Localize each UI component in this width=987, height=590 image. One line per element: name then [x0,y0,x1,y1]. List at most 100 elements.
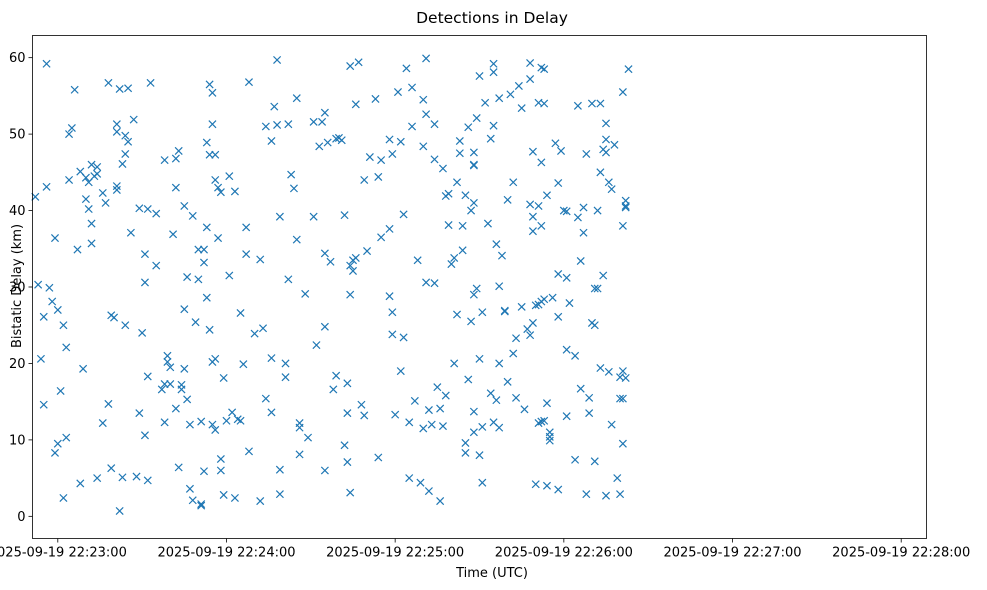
data-point-marker [250,329,259,338]
data-point-marker [208,88,217,97]
data-point-marker [343,409,352,418]
data-point-marker [194,275,203,284]
data-point-marker [388,149,397,159]
data-point-marker [292,235,301,244]
data-point-marker [36,354,45,363]
data-point-marker [475,71,484,81]
data-point-marker [326,257,335,266]
data-point-marker [433,383,442,392]
data-point-marker [593,284,602,293]
data-point-marker [430,279,439,288]
data-point-marker [526,331,535,340]
data-point-marker [174,146,183,155]
data-point-marker [478,422,487,431]
data-point-marker [438,164,447,173]
data-point-marker [140,278,149,287]
data-point-marker [104,399,113,408]
data-point-marker [267,136,276,146]
data-point-marker [469,161,478,170]
data-point-marker [225,271,234,280]
data-point-marker [208,120,217,129]
data-point-marker [500,307,509,316]
data-point-marker [79,364,88,373]
data-point-marker [405,474,414,483]
chart-title: Detections in Delay [416,9,568,27]
data-point-marker [385,224,394,233]
data-point-marker [573,213,582,222]
data-point-marker [486,389,495,398]
data-point-marker [320,108,329,117]
data-point-marker [332,371,341,380]
data-point-marker [318,117,327,126]
data-point-marker [618,394,627,403]
data-point-marker [197,500,206,509]
data-point-marker [337,136,346,145]
data-point-marker [211,150,220,159]
data-point-marker [59,493,68,503]
data-point-marker [365,153,374,162]
data-point-marker [571,351,580,360]
data-point-marker [540,295,549,304]
data-point-marker [152,261,161,270]
data-point-marker [81,195,90,204]
data-point-marker [590,321,599,330]
data-point-marker [618,88,627,97]
data-point-marker [118,159,127,168]
data-point-marker [163,357,172,366]
data-point-marker [450,359,459,368]
data-point-marker [582,490,591,499]
data-point-marker [53,439,62,448]
data-point-marker [542,191,551,200]
data-point-marker [455,149,464,158]
data-point-marker [554,179,563,188]
data-point-marker [62,343,71,352]
data-point-marker [475,354,484,363]
data-point-marker [242,223,251,232]
data-point-marker [593,206,602,215]
data-point-marker [112,120,121,129]
data-point-marker [506,90,515,99]
data-point-marker [261,122,270,131]
data-point-marker [422,110,431,119]
data-point-marker [528,227,537,236]
data-point-marker [360,411,369,420]
data-point-marker [469,148,478,157]
data-point-marker [472,114,481,123]
data-point-marker [590,284,599,293]
data-point-marker [444,189,453,198]
data-point-marker [596,364,605,373]
data-point-marker [199,467,209,476]
data-point-marker [520,405,529,414]
data-point-marker [385,292,394,301]
data-point-marker [256,255,265,264]
data-point-marker [596,168,605,177]
data-point-marker [554,312,563,321]
data-point-marker [118,473,127,482]
data-point-marker [478,478,487,487]
data-point-marker [202,223,211,232]
data-point-marker [565,299,574,308]
data-point-marker [261,394,270,403]
data-point-marker [199,258,209,267]
data-point-marker [545,436,554,445]
data-point-marker [146,78,155,87]
data-point-marker [87,219,96,228]
data-point-marker [357,400,366,409]
data-point-marker [112,185,121,194]
data-point-marker [419,142,428,151]
data-point-marker [273,55,282,64]
data-point-marker [503,195,512,204]
y-tick-label: 0 [17,510,25,525]
data-point-marker [39,400,48,409]
data-point-marker [34,280,43,289]
data-point-marker [438,422,447,431]
data-point-marker [562,345,571,354]
data-point-marker [478,308,487,317]
data-point-marker [467,206,476,215]
data-point-marker [360,175,369,185]
y-tick-label: 40 [9,204,26,219]
data-point-marker [211,175,220,185]
data-point-marker [53,305,62,314]
data-point-marker [180,201,189,210]
data-point-marker [284,275,293,284]
